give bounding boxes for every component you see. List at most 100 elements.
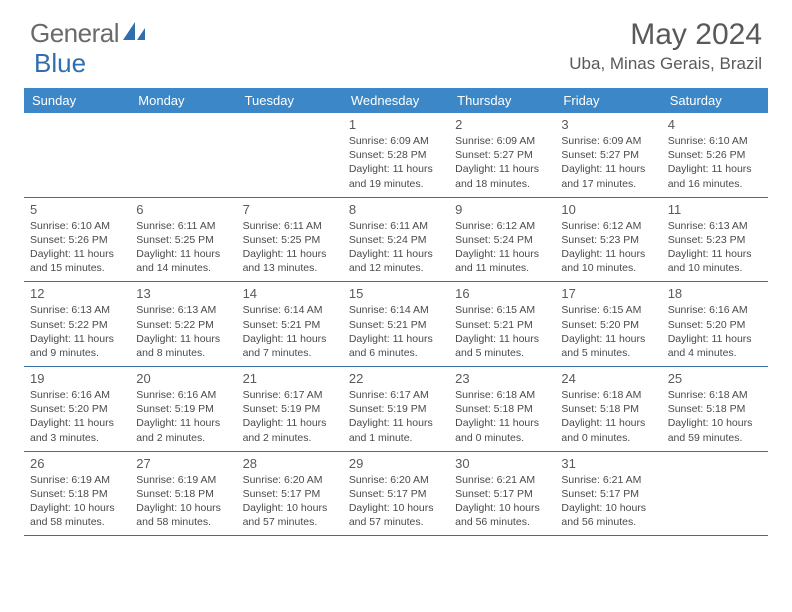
- day-number: 16: [455, 286, 549, 301]
- week-row: 26 Sunrise: 6:19 AMSunset: 5:18 PMDayligh…: [24, 452, 768, 537]
- sail-icon: [121, 20, 149, 47]
- day-info: Sunrise: 6:21 AMSunset: 5:17 PMDaylight:…: [561, 473, 655, 530]
- day-info: Sunrise: 6:14 AMSunset: 5:21 PMDaylight:…: [349, 303, 443, 360]
- calendar-cell: 3 Sunrise: 6:09 AMSunset: 5:27 PMDaylight…: [555, 113, 661, 197]
- calendar-cell: 5 Sunrise: 6:10 AMSunset: 5:26 PMDaylight…: [24, 198, 130, 282]
- day-info: Sunrise: 6:18 AMSunset: 5:18 PMDaylight:…: [668, 388, 762, 445]
- day-info: Sunrise: 6:17 AMSunset: 5:19 PMDaylight:…: [243, 388, 337, 445]
- calendar-cell: 27Sunrise: 6:19 AMSunset: 5:18 PMDayligh…: [130, 452, 236, 536]
- logo-text-blue: Blue: [34, 48, 86, 79]
- day-number: 26: [30, 456, 124, 471]
- calendar-cell: 19Sunrise: 6:16 AMSunset: 5:20 PMDayligh…: [24, 367, 130, 451]
- day-number: 3: [561, 117, 655, 132]
- calendar-cell: 10 Sunrise: 6:12 AMSunset: 5:23 PMDayligh…: [555, 198, 661, 282]
- week-row: 12 Sunrise: 6:13 AMSunset: 5:22 PMDayligh…: [24, 282, 768, 367]
- title-block: May 2024 Uba, Minas Gerais, Brazil: [569, 18, 762, 74]
- calendar-cell: [237, 113, 343, 197]
- day-number: 9: [455, 202, 549, 217]
- calendar-cell: 2 Sunrise: 6:09 AMSunset: 5:27 PMDaylight…: [449, 113, 555, 197]
- day-info: Sunrise: 6:11 AMSunset: 5:24 PMDaylight:…: [349, 219, 443, 276]
- calendar-cell: 30 Sunrise: 6:21 AMSunset: 5:17 PMDayligh…: [449, 452, 555, 536]
- day-number: 5: [30, 202, 124, 217]
- day-info: Sunrise: 6:18 AMSunset: 5:18 PMDaylight:…: [455, 388, 549, 445]
- day-number: 23: [455, 371, 549, 386]
- calendar-cell: 8 Sunrise: 6:11 AMSunset: 5:24 PMDaylight…: [343, 198, 449, 282]
- day-number: 17: [561, 286, 655, 301]
- calendar-cell: 28 Sunrise: 6:20 AMSunset: 5:17 PMDayligh…: [237, 452, 343, 536]
- day-header-wednesday: Wednesday: [343, 88, 449, 113]
- week-row: 5 Sunrise: 6:10 AMSunset: 5:26 PMDaylight…: [24, 198, 768, 283]
- calendar-cell: 22Sunrise: 6:17 AMSunset: 5:19 PMDayligh…: [343, 367, 449, 451]
- day-info: Sunrise: 6:09 AMSunset: 5:28 PMDaylight:…: [349, 134, 443, 191]
- calendar-cell: 20 Sunrise: 6:16 AMSunset: 5:19 PMDayligh…: [130, 367, 236, 451]
- day-info: Sunrise: 6:09 AMSunset: 5:27 PMDaylight:…: [561, 134, 655, 191]
- day-info: Sunrise: 6:21 AMSunset: 5:17 PMDaylight:…: [455, 473, 549, 530]
- day-number: 21: [243, 371, 337, 386]
- day-number: 14: [243, 286, 337, 301]
- day-info: Sunrise: 6:16 AMSunset: 5:20 PMDaylight:…: [668, 303, 762, 360]
- calendar-cell: [662, 452, 768, 536]
- day-info: Sunrise: 6:12 AMSunset: 5:23 PMDaylight:…: [561, 219, 655, 276]
- week-row: 1 Sunrise: 6:09 AMSunset: 5:28 PMDaylight…: [24, 113, 768, 198]
- day-info: Sunrise: 6:11 AMSunset: 5:25 PMDaylight:…: [243, 219, 337, 276]
- day-number: 1: [349, 117, 443, 132]
- day-header-friday: Friday: [555, 88, 661, 113]
- day-info: Sunrise: 6:10 AMSunset: 5:26 PMDaylight:…: [668, 134, 762, 191]
- day-info: Sunrise: 6:16 AMSunset: 5:20 PMDaylight:…: [30, 388, 124, 445]
- day-header-monday: Monday: [130, 88, 236, 113]
- day-number: 2: [455, 117, 549, 132]
- day-number: 7: [243, 202, 337, 217]
- calendar-cell: 15 Sunrise: 6:14 AMSunset: 5:21 PMDayligh…: [343, 282, 449, 366]
- header: General May 2024 Uba, Minas Gerais, Braz…: [0, 0, 792, 80]
- day-info: Sunrise: 6:12 AMSunset: 5:24 PMDaylight:…: [455, 219, 549, 276]
- day-number: 11: [668, 202, 762, 217]
- month-title: May 2024: [569, 18, 762, 52]
- week-row: 19Sunrise: 6:16 AMSunset: 5:20 PMDayligh…: [24, 367, 768, 452]
- calendar-cell: 13 Sunrise: 6:13 AMSunset: 5:22 PMDayligh…: [130, 282, 236, 366]
- day-header-row: SundayMondayTuesdayWednesdayThursdayFrid…: [24, 88, 768, 113]
- day-header-tuesday: Tuesday: [237, 88, 343, 113]
- day-number: 30: [455, 456, 549, 471]
- day-info: Sunrise: 6:19 AMSunset: 5:18 PMDaylight:…: [30, 473, 124, 530]
- logo-text-general: General: [30, 18, 119, 49]
- day-info: Sunrise: 6:10 AMSunset: 5:26 PMDaylight:…: [30, 219, 124, 276]
- day-number: 15: [349, 286, 443, 301]
- day-info: Sunrise: 6:17 AMSunset: 5:19 PMDaylight:…: [349, 388, 443, 445]
- calendar-cell: 26 Sunrise: 6:19 AMSunset: 5:18 PMDayligh…: [24, 452, 130, 536]
- day-number: 24: [561, 371, 655, 386]
- day-number: 28: [243, 456, 337, 471]
- day-number: 29: [349, 456, 443, 471]
- day-info: Sunrise: 6:13 AMSunset: 5:22 PMDaylight:…: [136, 303, 230, 360]
- location: Uba, Minas Gerais, Brazil: [569, 54, 762, 74]
- calendar-cell: 16Sunrise: 6:15 AMSunset: 5:21 PMDayligh…: [449, 282, 555, 366]
- day-info: Sunrise: 6:14 AMSunset: 5:21 PMDaylight:…: [243, 303, 337, 360]
- day-number: 8: [349, 202, 443, 217]
- day-number: 27: [136, 456, 230, 471]
- calendar-cell: 25Sunrise: 6:18 AMSunset: 5:18 PMDayligh…: [662, 367, 768, 451]
- calendar-cell: 4 Sunrise: 6:10 AMSunset: 5:26 PMDaylight…: [662, 113, 768, 197]
- day-info: Sunrise: 6:11 AMSunset: 5:25 PMDaylight:…: [136, 219, 230, 276]
- day-number: 20: [136, 371, 230, 386]
- day-info: Sunrise: 6:20 AMSunset: 5:17 PMDaylight:…: [243, 473, 337, 530]
- calendar-cell: 1 Sunrise: 6:09 AMSunset: 5:28 PMDaylight…: [343, 113, 449, 197]
- day-info: Sunrise: 6:16 AMSunset: 5:19 PMDaylight:…: [136, 388, 230, 445]
- calendar-cell: 6Sunrise: 6:11 AMSunset: 5:25 PMDaylight…: [130, 198, 236, 282]
- day-info: Sunrise: 6:09 AMSunset: 5:27 PMDaylight:…: [455, 134, 549, 191]
- day-number: 12: [30, 286, 124, 301]
- logo: General: [30, 18, 151, 49]
- day-number: 10: [561, 202, 655, 217]
- day-header-sunday: Sunday: [24, 88, 130, 113]
- day-number: 4: [668, 117, 762, 132]
- day-info: Sunrise: 6:13 AMSunset: 5:22 PMDaylight:…: [30, 303, 124, 360]
- day-info: Sunrise: 6:20 AMSunset: 5:17 PMDaylight:…: [349, 473, 443, 530]
- calendar-cell: 24 Sunrise: 6:18 AMSunset: 5:18 PMDayligh…: [555, 367, 661, 451]
- calendar-cell: 14 Sunrise: 6:14 AMSunset: 5:21 PMDayligh…: [237, 282, 343, 366]
- calendar-cell: 11 Sunrise: 6:13 AMSunset: 5:23 PMDayligh…: [662, 198, 768, 282]
- calendar-cell: [24, 113, 130, 197]
- day-number: 13: [136, 286, 230, 301]
- day-info: Sunrise: 6:18 AMSunset: 5:18 PMDaylight:…: [561, 388, 655, 445]
- day-number: 31: [561, 456, 655, 471]
- day-info: Sunrise: 6:13 AMSunset: 5:23 PMDaylight:…: [668, 219, 762, 276]
- day-header-thursday: Thursday: [449, 88, 555, 113]
- day-number: 18: [668, 286, 762, 301]
